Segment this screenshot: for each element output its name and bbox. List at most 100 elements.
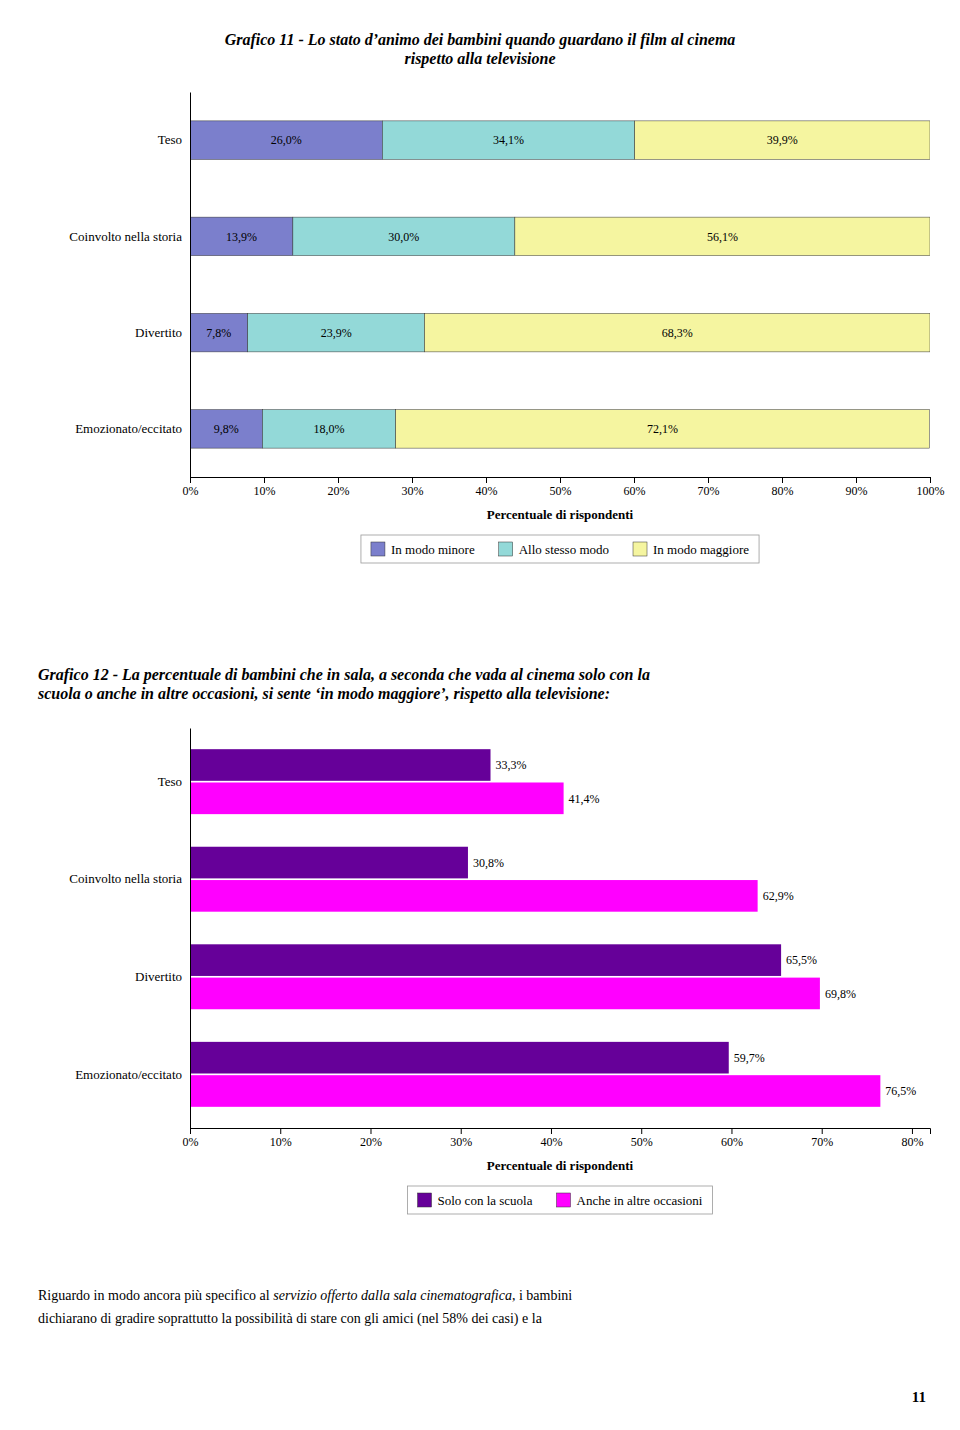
tick: 40%	[540, 1128, 562, 1149]
tick-label: Coinvolto nella storia	[69, 871, 182, 886]
data-label: 23,9%	[321, 326, 352, 340]
tick-mark	[560, 477, 561, 483]
data-label: 18,0%	[314, 422, 345, 436]
tick-label: Teso	[158, 132, 182, 147]
tick-label: 90%	[846, 484, 868, 498]
tick-label: 0%	[183, 484, 199, 498]
x-axis-title: Percentuale di rispondenti	[487, 1158, 634, 1173]
data-label: 62,9%	[763, 889, 794, 903]
tick: 100%	[917, 477, 945, 498]
bar	[190, 847, 468, 879]
category-tick: Coinvolto nella storia	[69, 229, 190, 244]
tick-label: 10%	[254, 484, 276, 498]
footer: Riguardo in modo ancora più specifico al…	[38, 1288, 926, 1405]
data-label: 34,1%	[493, 133, 524, 147]
tick: 50%	[631, 1128, 653, 1149]
tick-mark	[461, 1128, 462, 1134]
tick-mark	[412, 477, 413, 483]
category-tick: Teso	[158, 774, 190, 789]
tick: 60%	[624, 477, 646, 498]
tick-mark	[856, 477, 857, 483]
tick-label: Coinvolto nella storia	[69, 229, 182, 244]
legend-swatch	[556, 1193, 570, 1207]
legend-items: Solo con la scuola Anche in altre occasio…	[418, 1193, 703, 1208]
category-tick: Emozionato/eccitato	[75, 421, 190, 436]
data-label: 72,1%	[647, 422, 678, 436]
bar	[425, 313, 930, 352]
data-label: 56,1%	[707, 230, 738, 244]
tick: 0%	[183, 1128, 199, 1149]
data-label: 41,4%	[569, 792, 600, 806]
tick-label: 50%	[550, 484, 572, 498]
tick-label: 10%	[270, 1135, 292, 1149]
tick: 40%	[476, 477, 498, 498]
legend-swatch	[499, 542, 513, 556]
bar	[396, 410, 930, 449]
legend-label: In modo minore	[391, 542, 475, 557]
page-number: 11	[912, 1389, 926, 1405]
legend-frame	[361, 535, 759, 563]
x-axis: 0%10%20%30%40%50%60%70%80%90%100%	[183, 477, 945, 498]
legend-item: In modo minore	[371, 542, 475, 557]
data-labels: 26,0%13,9%7,8%9,8%34,1%30,0%23,9%18,0%39…	[206, 133, 798, 436]
plot: 26,0%13,9%7,8%9,8%34,1%30,0%23,9%18,0%39…	[69, 93, 944, 564]
legend-item: Anche in altre occasioni	[556, 1193, 702, 1208]
tick-mark	[338, 477, 339, 483]
tick-label: 70%	[811, 1135, 833, 1149]
legend-label: Anche in altre occasioni	[576, 1193, 702, 1208]
data-label: 30,0%	[388, 230, 419, 244]
axis-line	[190, 729, 191, 1129]
footer-line: dichiarano di gradire soprattutto la pos…	[38, 1311, 543, 1327]
bar	[190, 944, 781, 976]
tick: 70%	[811, 1128, 833, 1149]
tick-label: 30%	[402, 484, 424, 498]
legend-swatch	[418, 1193, 432, 1207]
category-tick: Divertito	[135, 969, 190, 984]
tick-mark	[190, 477, 191, 483]
axis-line	[191, 478, 931, 484]
legend: Solo con la scuola Anche in altre occasio…	[408, 1186, 713, 1214]
data-label: 65,5%	[786, 953, 817, 967]
title: Grafico 12 - La percentuale di bambini c…	[38, 666, 650, 684]
footer-text: Riguardo in modo ancora più specifico al	[38, 1288, 273, 1303]
tick: 20%	[360, 1128, 382, 1149]
tick: 50%	[550, 477, 572, 498]
tick-label: Divertito	[135, 969, 182, 984]
axis-line	[190, 93, 191, 478]
plot: 33,3%30,8%65,5%59,7%41,4%62,9%69,8%76,5%…	[69, 729, 930, 1215]
tick-label: 50%	[631, 1135, 653, 1149]
data-label: 26,0%	[271, 133, 302, 147]
bar	[190, 1042, 729, 1074]
tick-mark	[486, 477, 487, 483]
bar	[382, 121, 634, 160]
footer-text: servizio offerto dalla sala cinematograf…	[273, 1288, 512, 1303]
bar	[190, 1075, 880, 1107]
tick-label: 70%	[698, 484, 720, 498]
x-axis: 0%10%20%30%40%50%60%70%80%	[183, 1128, 931, 1149]
legend-items: In modo minore Allo stesso modo In modo ma…	[371, 542, 749, 557]
legend-frame	[408, 1186, 713, 1214]
data-label: 76,5%	[885, 1084, 916, 1098]
category-tick: Divertito	[135, 325, 190, 340]
x-axis-title: Percentuale di rispondenti	[487, 507, 634, 522]
legend-swatch	[371, 542, 385, 556]
bar	[635, 121, 930, 160]
footer-text: , i bambini	[512, 1288, 572, 1303]
tick: 10%	[254, 477, 276, 498]
data-labels: 33,3%30,8%65,5%59,7%41,4%62,9%69,8%76,5%	[473, 758, 916, 1098]
legend-item: Solo con la scuola	[418, 1193, 533, 1208]
legend-label: Allo stesso modo	[519, 542, 609, 557]
tick-label: 60%	[721, 1135, 743, 1149]
chart: Grafico 12 - La percentuale di bambini c…	[37, 666, 931, 1214]
subtitle: scuola o anche in altre occasioni, si se…	[37, 685, 610, 703]
tick-label: 100%	[917, 484, 945, 498]
data-label: 59,7%	[734, 1051, 765, 1065]
tick-label: Emozionato/eccitato	[75, 1067, 182, 1082]
tick-label: Teso	[158, 774, 182, 789]
tick-mark	[912, 1128, 913, 1134]
category-tick: Emozionato/eccitato	[75, 1067, 190, 1082]
data-label: 13,9%	[226, 230, 257, 244]
tick-mark	[822, 1128, 823, 1134]
legend-label: In modo maggiore	[653, 542, 749, 557]
data-label: 69,8%	[825, 987, 856, 1001]
